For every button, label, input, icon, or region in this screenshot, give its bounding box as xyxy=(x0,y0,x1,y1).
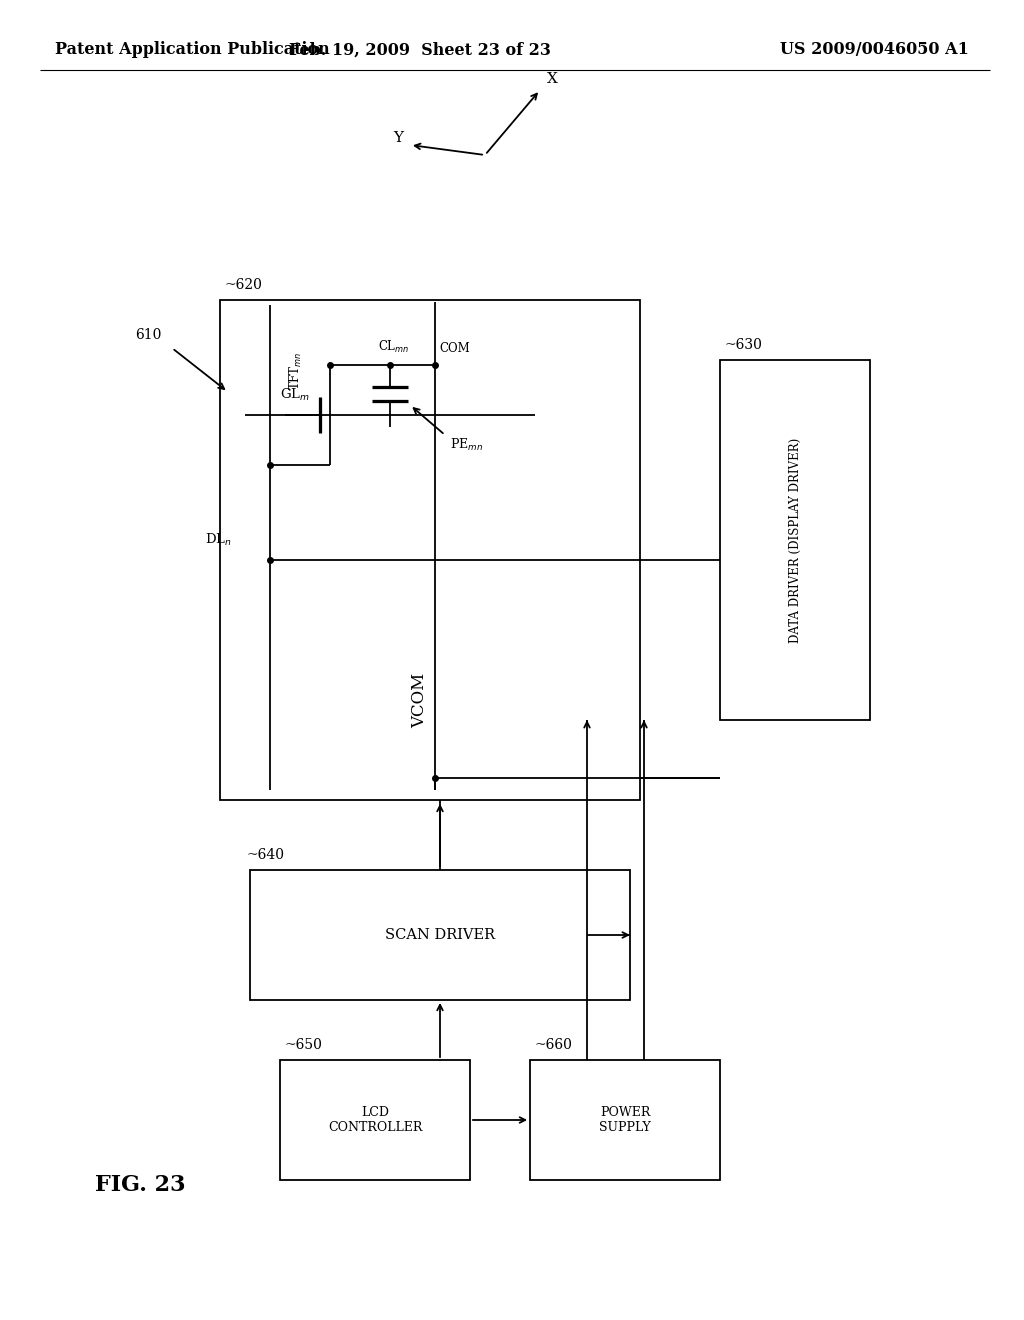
Text: SCAN DRIVER: SCAN DRIVER xyxy=(385,928,495,942)
Text: US 2009/0046050 A1: US 2009/0046050 A1 xyxy=(780,41,969,58)
Text: GL$_m$: GL$_m$ xyxy=(280,387,310,403)
Text: Patent Application Publication: Patent Application Publication xyxy=(55,41,330,58)
Text: ~630: ~630 xyxy=(725,338,763,352)
Text: ~660: ~660 xyxy=(535,1038,572,1052)
Text: VCOM: VCOM xyxy=(412,672,428,727)
Text: POWER
SUPPLY: POWER SUPPLY xyxy=(599,1106,651,1134)
Text: ~620: ~620 xyxy=(225,279,263,292)
Text: 610: 610 xyxy=(135,327,162,342)
Text: TFT$_{mn}$: TFT$_{mn}$ xyxy=(288,351,304,389)
Text: Feb. 19, 2009  Sheet 23 of 23: Feb. 19, 2009 Sheet 23 of 23 xyxy=(289,41,551,58)
Text: COM: COM xyxy=(439,342,470,355)
Text: Y: Y xyxy=(393,131,403,145)
Text: DL$_n$: DL$_n$ xyxy=(205,532,231,548)
Bar xyxy=(220,300,640,800)
Text: CL$_{mn}$: CL$_{mn}$ xyxy=(378,339,410,355)
Bar xyxy=(280,1060,470,1180)
Text: ~640: ~640 xyxy=(246,847,284,862)
Text: ~650: ~650 xyxy=(285,1038,323,1052)
Text: FIG. 23: FIG. 23 xyxy=(95,1173,185,1196)
Bar xyxy=(530,1060,720,1180)
Text: DATA DRIVER (DISPLAY DRIVER): DATA DRIVER (DISPLAY DRIVER) xyxy=(788,437,802,643)
Bar xyxy=(720,360,870,719)
Text: PE$_{mn}$: PE$_{mn}$ xyxy=(450,437,483,453)
Text: LCD
CONTROLLER: LCD CONTROLLER xyxy=(328,1106,422,1134)
Text: X: X xyxy=(547,73,558,86)
Bar xyxy=(250,870,630,1001)
